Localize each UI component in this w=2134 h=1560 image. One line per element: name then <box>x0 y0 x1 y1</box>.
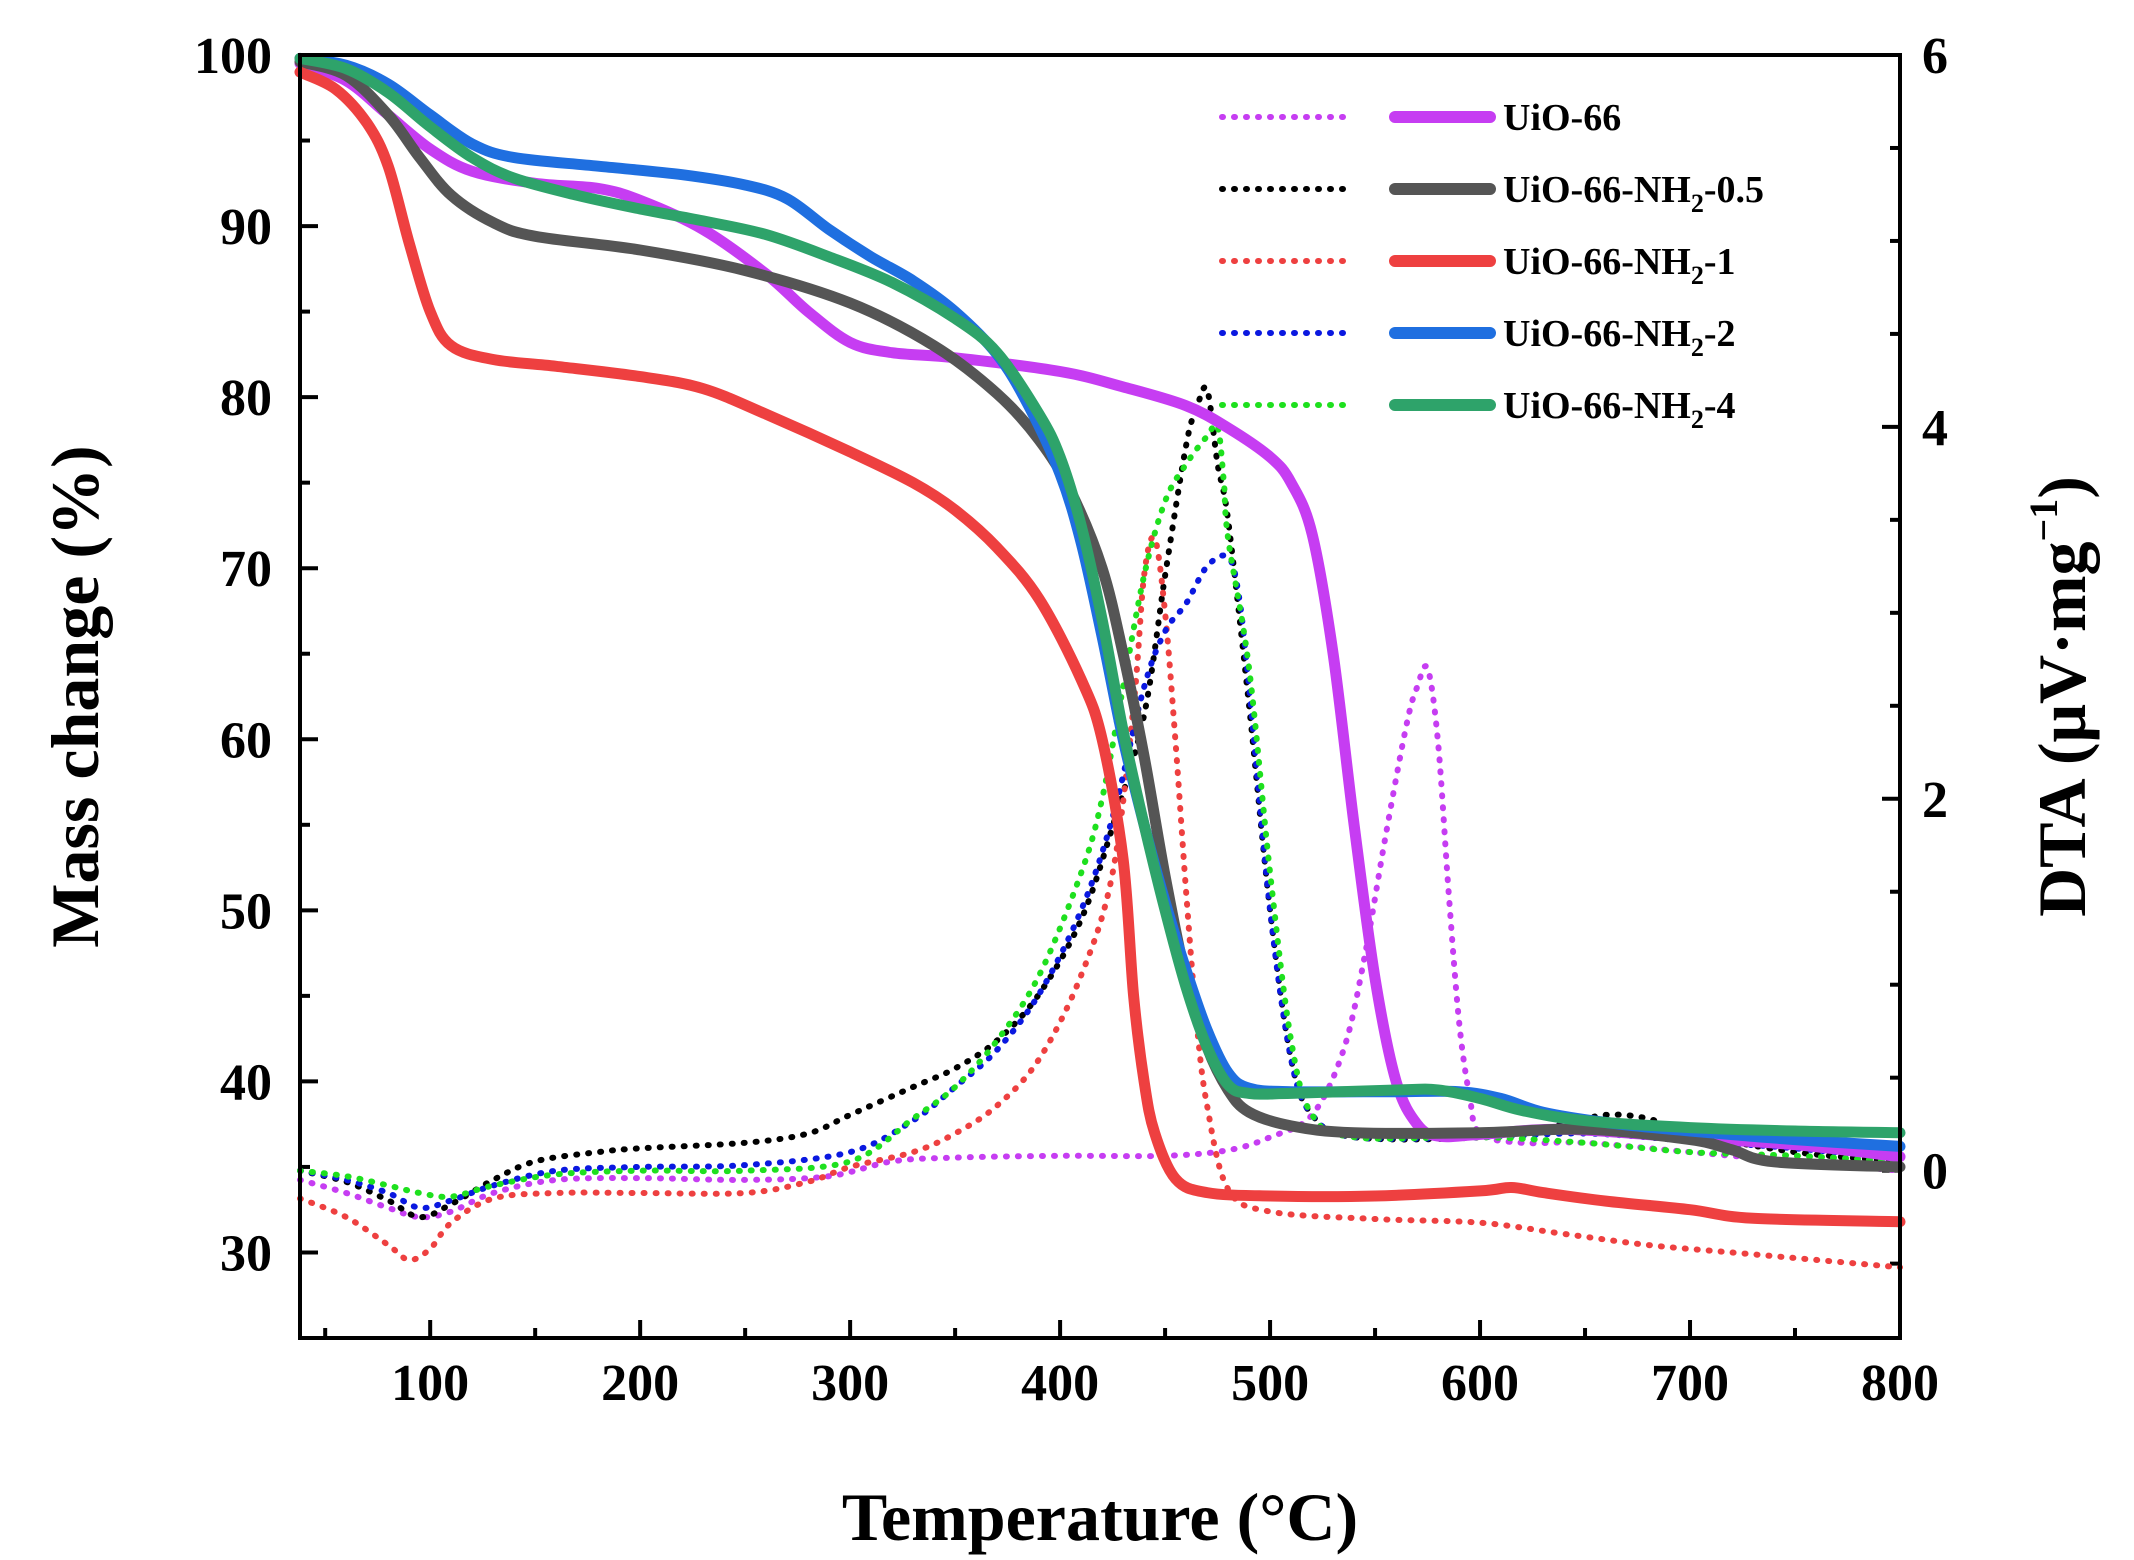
y-axis-right-title-close: ) <box>2024 476 2100 499</box>
y-right-tick-label: 4 <box>1922 400 1948 457</box>
y-axis-left-title: Mass change (%) <box>37 445 113 947</box>
x-tick-label: 300 <box>811 1355 889 1412</box>
x-axis-title: Temperature (°C) <box>842 1479 1358 1555</box>
y-right-tick-label: 6 <box>1922 28 1948 85</box>
legend-label-sub: 2 <box>1691 405 1704 434</box>
y-left-tick-label: 40 <box>220 1054 272 1111</box>
legend-label: UiO-66-NH2-4 <box>1503 385 1736 434</box>
legend-label-main: UiO-66 <box>1503 97 1621 139</box>
x-tick-label: 500 <box>1231 1355 1309 1412</box>
y-left-tick-label: 90 <box>220 199 272 256</box>
tga-line-uio-66-nh2-4 <box>294 52 1906 1139</box>
legend-label: UiO-66-NH2-2 <box>1503 313 1736 362</box>
y-right-tick-label: 0 <box>1922 1144 1948 1201</box>
x-tick-label: 200 <box>601 1355 679 1412</box>
y-left-tick-label: 70 <box>220 541 272 598</box>
plot-frame <box>298 53 1902 1340</box>
y-axis-right-title-main: DTA (μV·mg <box>2024 542 2100 917</box>
legend-label: UiO-66 <box>1503 97 1621 139</box>
legend-label: UiO-66-NH2-0.5 <box>1503 169 1764 218</box>
legend-label-main: UiO-66-NH <box>1503 169 1691 211</box>
legend-label-main: UiO-66-NH <box>1503 241 1691 283</box>
x-tick-label: 700 <box>1651 1355 1729 1412</box>
x-tick-label: 400 <box>1021 1355 1099 1412</box>
legend-label-suffix: -2 <box>1704 313 1736 355</box>
y-axis-right-title: DTA (μV·mg−1) <box>2021 476 2100 917</box>
y-left-tick-label: 50 <box>220 883 272 940</box>
legend-label-suffix: -1 <box>1704 241 1736 283</box>
legend-label-suffix: -0.5 <box>1704 169 1764 211</box>
legend-label-main: UiO-66-NH <box>1503 313 1691 355</box>
y-axis-right-title-sup: −1 <box>2021 499 2066 542</box>
y-left-tick-label: 30 <box>220 1225 272 1282</box>
legend-label: UiO-66-NH2-1 <box>1503 241 1736 290</box>
x-tick-label: 100 <box>391 1355 469 1412</box>
legend-label-sub: 2 <box>1691 261 1704 290</box>
y-left-tick-label: 60 <box>220 712 272 769</box>
legend-label-sub: 2 <box>1691 189 1704 218</box>
tga-line-uio-66-nh2-0-5 <box>294 56 1906 1173</box>
tick-labels: 100 200 300 400 500 600 700 8003040506070809010… <box>194 28 1948 1412</box>
legend-label-sub: 2 <box>1691 333 1704 362</box>
y-right-tick-label: 2 <box>1922 772 1948 829</box>
dta-line-uio-66-nh2-4 <box>297 421 1903 1200</box>
legend-label-main: UiO-66-NH <box>1503 385 1691 427</box>
y-left-tick-label: 100 <box>194 28 272 85</box>
tga-line-uio-66-nh2-1 <box>294 66 1906 1228</box>
x-tick-label: 600 <box>1441 1355 1519 1412</box>
tga-series-group <box>294 52 1906 1228</box>
y-left-tick-label: 80 <box>220 370 272 427</box>
x-tick-label: 800 <box>1861 1355 1939 1412</box>
legend: UiO-66UiO-66-NH2-0.5UiO-66-NH2-1UiO-66-N… <box>1219 97 1764 434</box>
legend-label-suffix: -4 <box>1704 385 1736 427</box>
